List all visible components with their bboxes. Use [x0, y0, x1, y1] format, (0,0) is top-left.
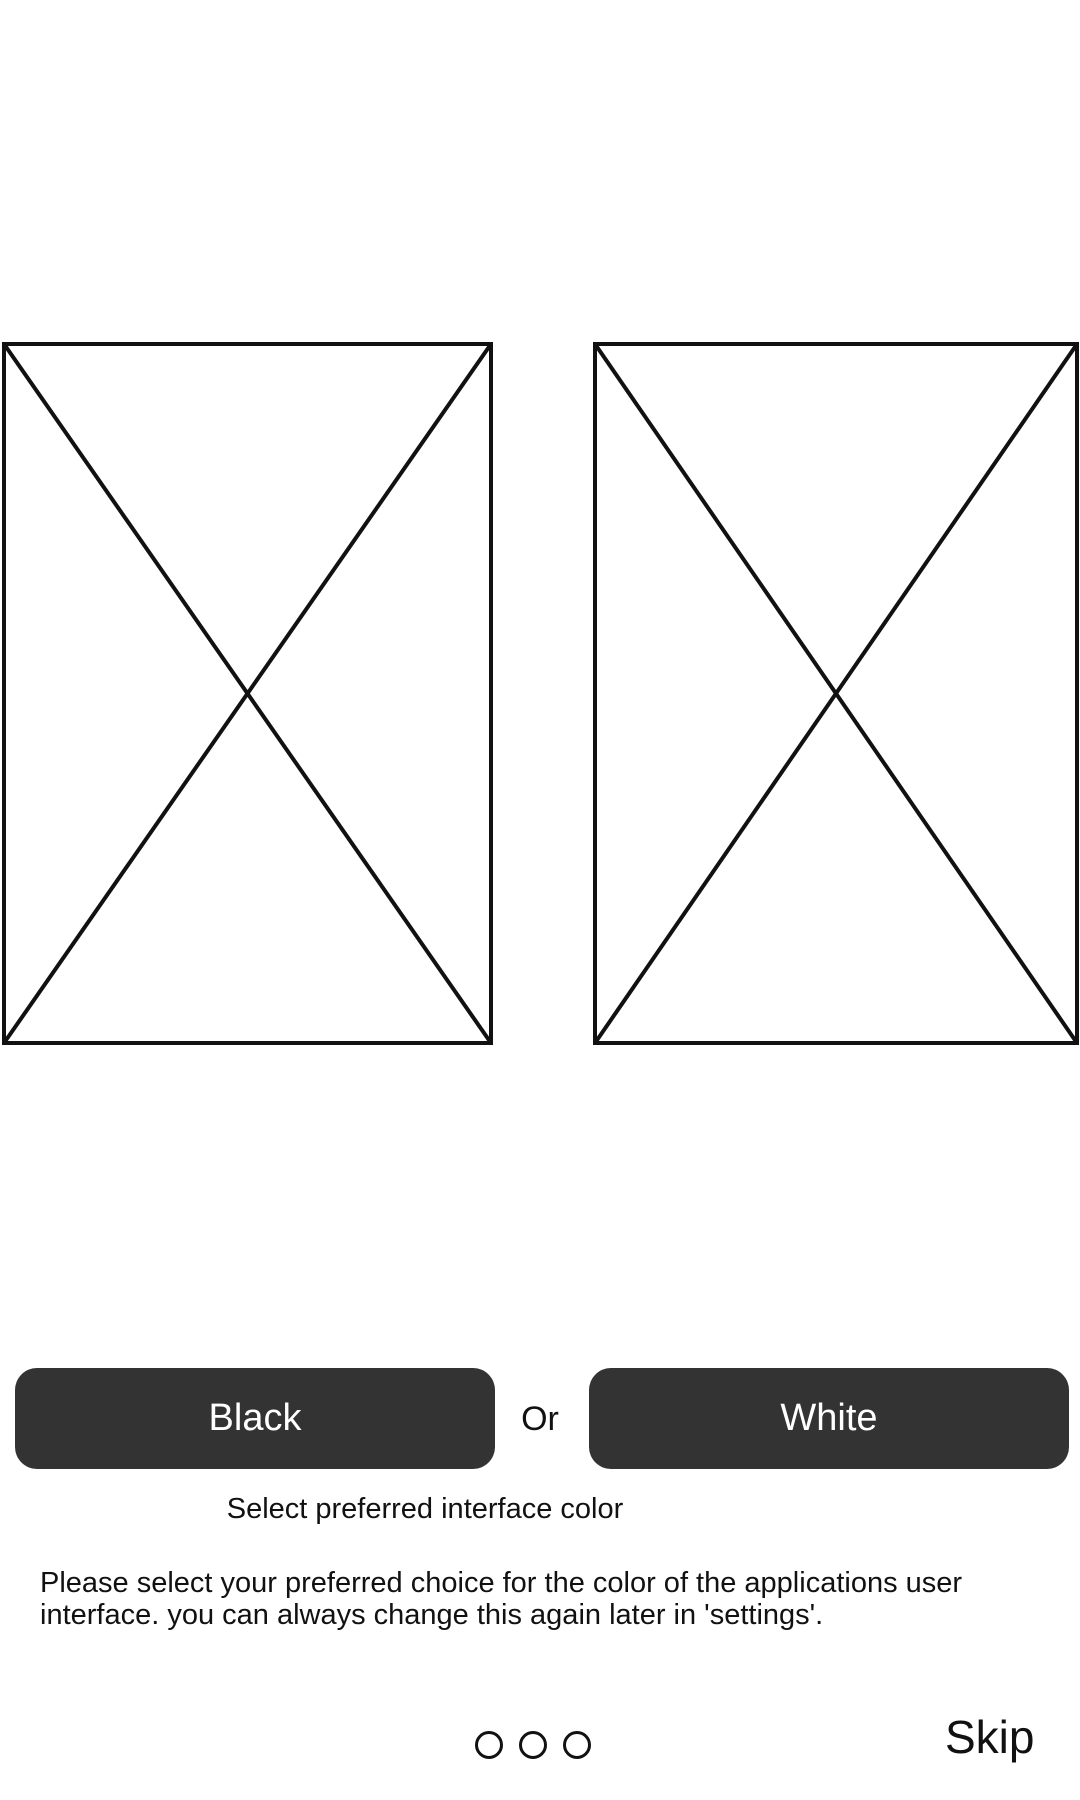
black-theme-button[interactable]: Black — [15, 1368, 495, 1469]
page-indicator-dot — [519, 1731, 547, 1759]
black-theme-button-label: Black — [208, 1397, 302, 1439]
black-theme-preview-image — [2, 342, 493, 1045]
white-theme-preview-image — [593, 342, 1079, 1045]
interface-color-heading: Select preferred interface color — [226, 1493, 624, 1525]
page-indicator-dot — [563, 1731, 591, 1759]
interface-color-description: Please select your preferred choice for … — [40, 1567, 963, 1631]
image-placeholder-icon — [593, 342, 1079, 1045]
or-separator-label: Or — [521, 1400, 559, 1438]
page-indicator — [475, 1731, 591, 1759]
page-indicator-dot — [475, 1731, 503, 1759]
image-placeholder-icon — [2, 342, 493, 1045]
skip-button[interactable]: Skip — [945, 1711, 1035, 1763]
white-theme-button-label: White — [780, 1397, 878, 1439]
white-theme-button[interactable]: White — [589, 1368, 1069, 1469]
